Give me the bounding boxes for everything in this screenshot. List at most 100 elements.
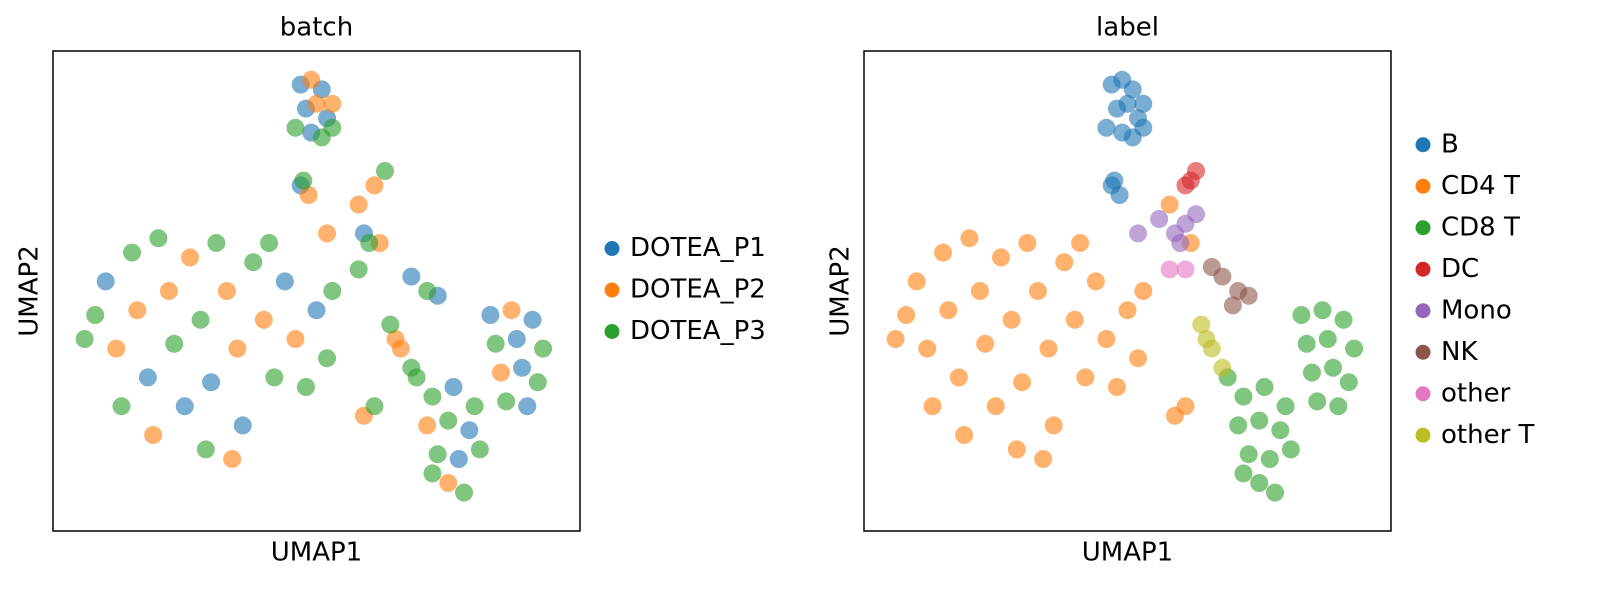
point [294, 171, 313, 190]
y-axis-label: UMAP2 [826, 245, 856, 336]
point [1118, 301, 1137, 320]
point [934, 243, 953, 262]
point [534, 339, 553, 358]
point [207, 234, 226, 252]
point [128, 301, 147, 320]
point [165, 334, 184, 353]
point [1202, 258, 1221, 276]
point [1223, 296, 1242, 315]
point [1134, 94, 1153, 113]
point [286, 118, 305, 137]
point [365, 397, 384, 416]
point [1044, 416, 1063, 435]
legend-marker [1415, 386, 1431, 402]
point [286, 330, 305, 348]
point [423, 464, 442, 483]
point [960, 229, 979, 248]
point [897, 306, 916, 324]
point [402, 267, 421, 286]
point [138, 368, 157, 387]
point [1292, 306, 1311, 324]
point [323, 118, 342, 137]
point [144, 426, 163, 444]
point [1250, 411, 1269, 430]
legend-label: DC [1441, 254, 1479, 284]
point [86, 306, 105, 324]
point [265, 368, 284, 387]
point [1276, 397, 1295, 416]
point [191, 310, 210, 329]
point [1129, 349, 1148, 368]
point [1071, 234, 1090, 252]
point [159, 282, 178, 300]
point [1110, 186, 1129, 204]
point [460, 421, 479, 440]
point [149, 229, 168, 248]
point [1192, 315, 1211, 334]
point [1271, 421, 1290, 440]
point [970, 282, 989, 300]
point [1318, 330, 1337, 348]
point [465, 397, 484, 416]
point [1013, 373, 1032, 392]
point [1034, 450, 1053, 468]
axes-frame [52, 50, 581, 532]
point [1039, 339, 1058, 358]
point [202, 373, 221, 392]
point [1213, 358, 1232, 377]
point [528, 373, 547, 392]
y-axis-label: UMAP2 [15, 245, 45, 336]
chart-title: batch [280, 13, 353, 43]
point [1302, 363, 1321, 382]
point [1097, 330, 1116, 348]
point [439, 474, 458, 492]
point [376, 162, 395, 180]
point [1334, 310, 1353, 329]
point [1234, 464, 1253, 483]
point [1055, 253, 1074, 272]
point [486, 334, 505, 353]
legend-label: DOTEA_P2 [630, 275, 766, 305]
point [1105, 171, 1124, 190]
point [1234, 387, 1253, 406]
point [1002, 310, 1021, 329]
legend-label: NK [1441, 337, 1478, 367]
point [907, 272, 926, 291]
point [217, 282, 236, 300]
point [1160, 195, 1179, 214]
chart-title: label [1096, 13, 1159, 43]
legend-label: B [1441, 129, 1459, 159]
point [349, 195, 368, 214]
point [386, 330, 405, 348]
point [1250, 474, 1269, 492]
point [1028, 282, 1047, 300]
point [949, 368, 968, 387]
axes-frame [863, 50, 1392, 532]
legend-label: CD8 T [1441, 212, 1520, 242]
point [976, 334, 995, 353]
point [1281, 440, 1300, 459]
point [444, 378, 463, 396]
legend-marker [604, 324, 620, 339]
point [307, 301, 326, 320]
point [918, 339, 937, 358]
point [481, 306, 500, 324]
point [1255, 378, 1274, 396]
point [1229, 416, 1248, 435]
point [1134, 282, 1153, 300]
point [1176, 260, 1195, 279]
point [1076, 368, 1095, 387]
point [1329, 397, 1348, 416]
point [307, 94, 326, 113]
legend-marker [1415, 303, 1431, 319]
point [323, 94, 342, 113]
legend-marker [1415, 178, 1431, 194]
point [349, 260, 368, 279]
point [1134, 118, 1153, 137]
point [1197, 330, 1216, 348]
point [1129, 224, 1148, 243]
point [886, 330, 905, 348]
point [449, 450, 468, 468]
point [439, 411, 458, 430]
legend-marker [1415, 344, 1431, 360]
